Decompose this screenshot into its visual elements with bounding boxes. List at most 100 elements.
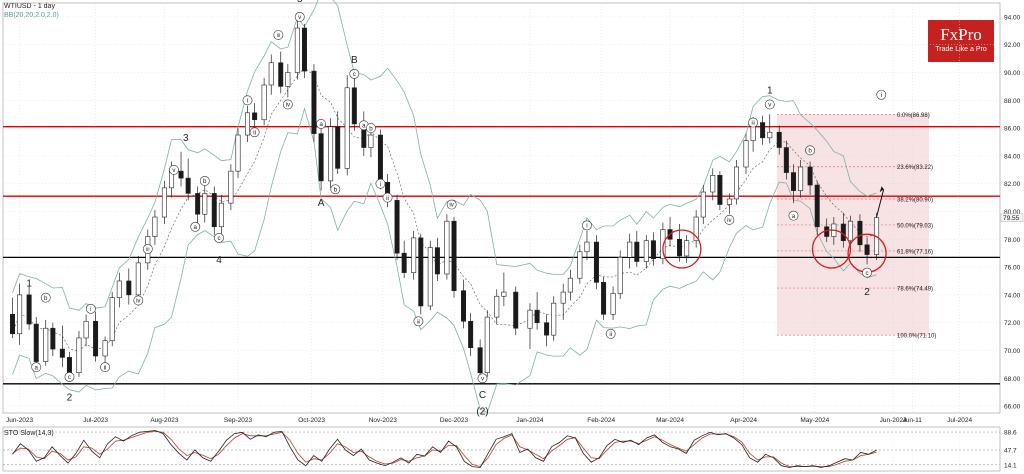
y-tick-label: 92.00: [1004, 42, 1021, 49]
candle-bear: [9, 314, 15, 335]
wave-label: i: [586, 223, 587, 230]
candle-bear: [477, 347, 483, 373]
wave-label-circle: [133, 295, 144, 306]
wave-label-circle: [764, 99, 775, 110]
wave-label-circle: [190, 221, 201, 232]
wave-label: a: [319, 121, 323, 128]
candle-bear: [790, 172, 796, 191]
x-tick-label: Jan-2024: [516, 417, 543, 424]
wave-label-circle: [349, 68, 360, 79]
candle-bull: [202, 193, 208, 215]
wave-label: i: [881, 92, 882, 99]
sto-tick-label: 88.6: [1004, 430, 1017, 437]
candle-bull: [684, 240, 690, 257]
wave-label-major: 5: [297, 0, 303, 5]
wave-label: b: [808, 148, 812, 155]
candle-bull: [560, 291, 566, 304]
candle-bull: [427, 247, 433, 307]
candle-bull: [551, 302, 557, 336]
wave-label: b: [369, 125, 373, 132]
wave-label-circle: [605, 328, 616, 339]
wave-label: iv: [286, 102, 291, 109]
wave-label-major: 2: [67, 393, 73, 404]
candle-bear: [468, 320, 474, 348]
wave-label-major: A: [318, 198, 325, 209]
candle-bear: [335, 126, 341, 169]
candle-bull: [567, 277, 573, 293]
wave-label: ii: [386, 195, 389, 202]
candle-bear: [26, 294, 32, 325]
wave-label: v: [172, 167, 176, 174]
y-tick-label: 76.00: [1004, 265, 1021, 272]
candle-bear: [857, 220, 863, 246]
candle-bull: [102, 340, 108, 357]
wave-label: c: [68, 374, 71, 381]
bb-lower-band: [12, 107, 877, 413]
y-tick-label: 94.00: [1004, 14, 1021, 21]
candle-bull: [743, 140, 749, 168]
wave-label-circle: [724, 214, 735, 225]
sto-plot-frame: [2, 426, 1001, 472]
x-tick-label: Dec-2023: [440, 417, 469, 424]
wave-label: i: [90, 306, 91, 313]
sto-title: STO Slow(14,3): [4, 430, 54, 437]
candle-bear: [601, 282, 607, 315]
y-tick-label: 82.00: [1004, 181, 1021, 188]
wave-label: c: [353, 71, 356, 78]
wave-label: iv: [136, 298, 141, 305]
candle-bear: [394, 200, 400, 254]
candle-bear: [760, 122, 766, 139]
wave-label: iv: [449, 202, 454, 209]
x-tick-label: Aug-2023: [150, 417, 179, 424]
wave-label-circle: [85, 303, 96, 314]
candle-bear: [278, 62, 284, 87]
wave-label: v: [481, 375, 485, 382]
candle-bull: [83, 320, 89, 339]
support-highlight-circle: [662, 229, 702, 269]
candle-bear: [252, 112, 258, 121]
x-tick-label: Nov-2023: [369, 417, 398, 424]
candle-bull: [135, 262, 141, 296]
candle-bear: [814, 184, 820, 228]
wave-label-circle: [805, 145, 815, 156]
wave-label-circle: [382, 192, 393, 203]
candle-bull: [693, 216, 699, 241]
y-tick-label: 84.00: [1004, 153, 1021, 160]
wave-label-circle: [282, 99, 293, 110]
sto-tick-label: 47.7: [1004, 448, 1017, 455]
wave-label: iv: [727, 217, 732, 224]
wave-label-circle: [477, 373, 488, 384]
wave-label: a: [35, 364, 39, 371]
y-tick-label: 66.00: [1004, 404, 1021, 411]
wave-label-circle: [413, 316, 424, 327]
wave-label: b: [203, 178, 207, 185]
wave-label-major: 4: [216, 255, 222, 266]
y-tick-label: 70.00: [1004, 348, 1021, 355]
wave-label-circle: [788, 210, 799, 221]
fib-level-label: 23.6%(83.22): [897, 165, 933, 171]
wave-label-circle: [199, 175, 210, 186]
wave-label: ii: [609, 331, 612, 338]
candle-bear: [59, 348, 65, 358]
wave-label: c: [217, 235, 220, 242]
candle-bull: [627, 241, 633, 258]
x-tick-label: Jul-2023: [83, 417, 108, 424]
y-tick-label: 80.00: [1004, 209, 1021, 216]
wave-label-circle: [330, 184, 341, 195]
wave-label: a: [194, 224, 198, 231]
candle-bull: [734, 166, 740, 200]
x-tick-label: Jul-2024: [947, 417, 972, 424]
candle-bear: [783, 147, 789, 173]
x-tick-label: Mar-2024: [656, 417, 684, 424]
x-tick-label: Sep-2023: [224, 417, 253, 424]
wave-label-major: 1: [767, 86, 773, 97]
fib-level-label: 0.0%(86.98): [897, 113, 930, 119]
wave-label-major: C: [479, 390, 486, 401]
y-tick-label: 72.00: [1004, 320, 1021, 327]
wave-label: iii: [417, 319, 420, 325]
candle-bear: [544, 322, 550, 336]
logo-tagline: Trade Like a Pro: [935, 46, 987, 53]
wave-label-major: (2): [476, 407, 488, 418]
x-tick-label: Jun-2023: [6, 417, 33, 424]
